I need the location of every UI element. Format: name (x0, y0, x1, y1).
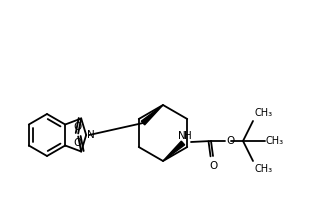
Text: O: O (209, 161, 217, 171)
Text: H: H (184, 131, 192, 141)
Text: CH₃: CH₃ (254, 108, 272, 118)
Text: N: N (87, 130, 95, 140)
Polygon shape (163, 141, 185, 161)
Text: N: N (178, 131, 186, 141)
Text: CH₃: CH₃ (266, 136, 284, 146)
Text: CH₃: CH₃ (254, 164, 272, 174)
Text: O: O (73, 138, 81, 147)
Text: O: O (73, 123, 81, 133)
Polygon shape (141, 105, 163, 125)
Text: O: O (226, 136, 234, 146)
